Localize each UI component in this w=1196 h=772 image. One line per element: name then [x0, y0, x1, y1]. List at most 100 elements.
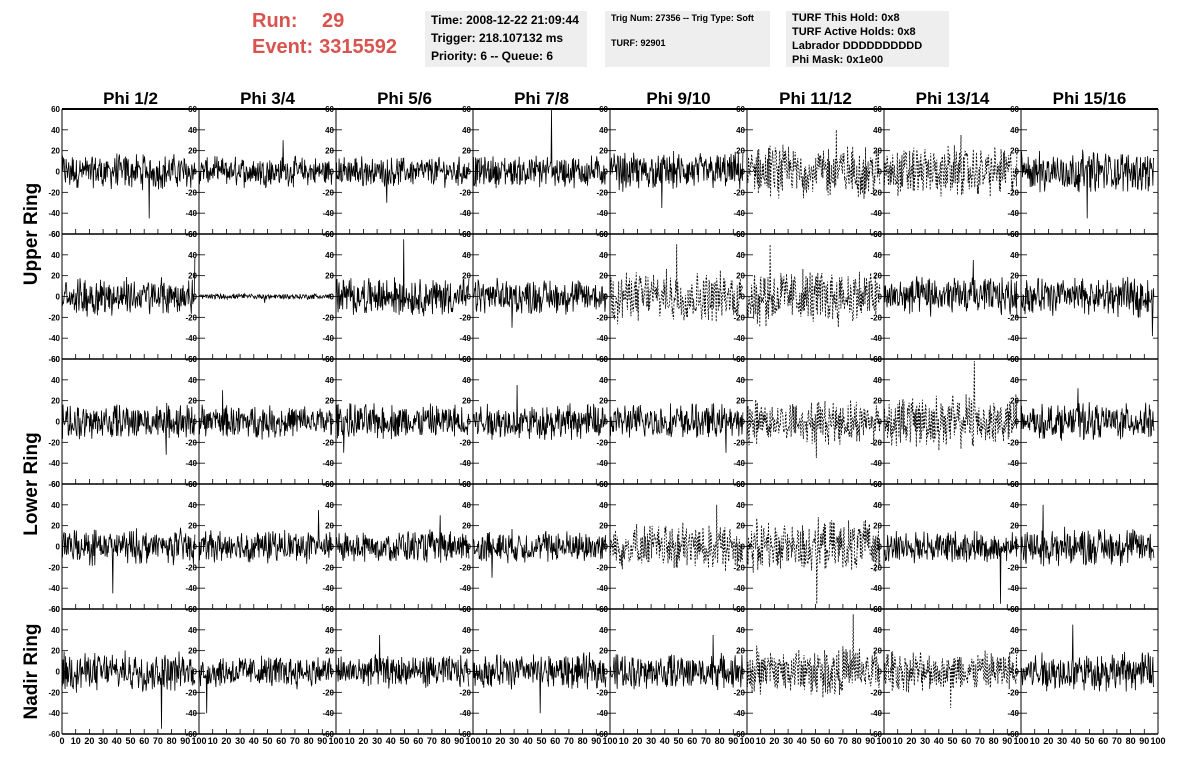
- y-tick-label: -60: [322, 730, 334, 739]
- y-tick-label: -20: [185, 313, 197, 322]
- y-tick-label: 40: [736, 251, 745, 260]
- waveform-trace: [472, 528, 607, 578]
- y-tick-label: 20: [873, 647, 882, 656]
- y-tick-label: 0: [467, 418, 472, 427]
- x-tick-label: 60: [687, 736, 697, 746]
- y-tick-label: -40: [48, 209, 60, 218]
- y-tick-label: -40: [185, 334, 197, 343]
- y-tick-label: -60: [1007, 730, 1019, 739]
- y-tick-label: -60: [322, 230, 334, 239]
- y-tick-label: -60: [870, 355, 882, 364]
- y-tick-label: -60: [596, 480, 608, 489]
- waveform-trace: [61, 650, 196, 729]
- x-tick-label: 40: [523, 736, 533, 746]
- waveform-trace: [335, 515, 470, 563]
- y-tick-label: 40: [1010, 626, 1019, 635]
- y-tick-label: 0: [330, 543, 335, 552]
- waveform-trace: [198, 509, 333, 564]
- run-value: 29: [322, 10, 345, 32]
- x-tick-label: 50: [536, 736, 546, 746]
- x-tick-label: 10: [345, 736, 355, 746]
- x-tick-label: 60: [276, 736, 286, 746]
- y-tick-label: 0: [1015, 543, 1020, 552]
- y-tick-label: -40: [322, 709, 334, 718]
- y-tick-label: -60: [596, 605, 608, 614]
- y-tick-label: 40: [462, 501, 471, 510]
- column-header: Phi 9/10: [646, 89, 710, 108]
- y-tick-label: -40: [733, 709, 745, 718]
- x-tick-label: 90: [180, 736, 190, 746]
- y-tick-label: -60: [48, 230, 60, 239]
- y-tick-label: 40: [873, 251, 882, 260]
- y-tick-label: 0: [193, 543, 198, 552]
- y-tick-label: 60: [599, 105, 608, 114]
- y-tick-label: -60: [322, 355, 334, 364]
- y-tick-label: 0: [604, 293, 609, 302]
- y-tick-label: 40: [1010, 501, 1019, 510]
- waveform-trace: [609, 244, 744, 325]
- y-tick-label: 20: [325, 397, 334, 406]
- y-tick-label: 40: [51, 126, 60, 135]
- y-tick-label: -20: [459, 563, 471, 572]
- y-tick-label: 0: [604, 168, 609, 177]
- waveform-trace: [746, 517, 881, 604]
- y-tick-label: 40: [51, 626, 60, 635]
- y-tick-label: -60: [322, 605, 334, 614]
- y-tick-label: -40: [322, 209, 334, 218]
- y-tick-label: 0: [1015, 293, 1020, 302]
- x-tick-label: 50: [810, 736, 820, 746]
- x-tick-label: 70: [838, 736, 848, 746]
- y-tick-label: 0: [330, 418, 335, 427]
- y-tick-label: 0: [467, 543, 472, 552]
- y-tick-label: -40: [48, 459, 60, 468]
- x-tick-label: 20: [769, 736, 779, 746]
- y-tick-label: -60: [733, 730, 745, 739]
- x-tick-label: 20: [906, 736, 916, 746]
- y-tick-label: 20: [599, 272, 608, 281]
- y-tick-label: -20: [48, 688, 60, 697]
- x-tick-label: 90: [317, 736, 327, 746]
- x-tick-label: 20: [632, 736, 642, 746]
- waveform-trace: [335, 403, 470, 453]
- y-tick-label: 40: [599, 501, 608, 510]
- x-tick-label: 70: [564, 736, 574, 746]
- y-tick-label: 60: [462, 605, 471, 614]
- x-tick-label: 100: [465, 736, 480, 746]
- y-tick-label: 20: [51, 272, 60, 281]
- y-tick-label: 20: [462, 522, 471, 531]
- y-tick-label: 40: [736, 376, 745, 385]
- y-tick-label: -20: [733, 313, 745, 322]
- y-tick-label: 60: [51, 355, 60, 364]
- y-tick-label: 0: [193, 168, 198, 177]
- y-tick-label: 40: [462, 626, 471, 635]
- x-tick-label: 10: [208, 736, 218, 746]
- y-tick-label: 20: [1010, 272, 1019, 281]
- column-header: Phi 7/8: [514, 89, 569, 108]
- waveform-trace: [335, 156, 470, 203]
- y-tick-label: 20: [736, 647, 745, 656]
- y-tick-label: 40: [188, 626, 197, 635]
- y-tick-label: -40: [459, 584, 471, 593]
- x-tick-label: 20: [358, 736, 368, 746]
- y-tick-label: 60: [188, 480, 197, 489]
- y-tick-label: 60: [51, 230, 60, 239]
- y-tick-label: -60: [870, 230, 882, 239]
- y-tick-label: 20: [462, 397, 471, 406]
- y-tick-label: 60: [1010, 605, 1019, 614]
- y-tick-label: 60: [599, 355, 608, 364]
- y-tick-label: 20: [873, 147, 882, 156]
- x-tick-label: 40: [660, 736, 670, 746]
- y-tick-label: 0: [878, 418, 883, 427]
- y-tick-label: -20: [733, 438, 745, 447]
- x-tick-label: 50: [947, 736, 957, 746]
- waveform-trace: [61, 527, 196, 594]
- y-tick-label: 60: [1010, 105, 1019, 114]
- waveform-trace: [609, 634, 744, 691]
- y-tick-label: 0: [878, 168, 883, 177]
- x-tick-label: 40: [249, 736, 259, 746]
- y-tick-label: 40: [325, 376, 334, 385]
- y-tick-label: 40: [325, 126, 334, 135]
- y-tick-label: -60: [48, 730, 60, 739]
- y-tick-label: 0: [741, 418, 746, 427]
